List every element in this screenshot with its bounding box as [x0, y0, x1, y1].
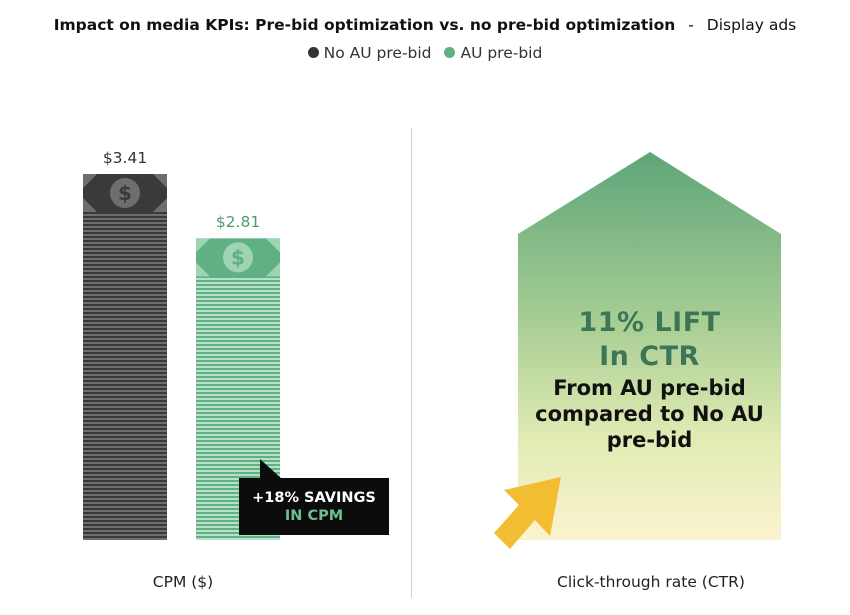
ctr-description-2: compared to No AU	[535, 402, 764, 426]
ctr-lift-value: 11% LIFT	[578, 307, 721, 338]
title-separator: -	[688, 16, 694, 34]
savings-callout: +18% SAVINGS IN CPM	[239, 478, 389, 535]
bar-value-label-no-au: $3.41	[102, 149, 148, 167]
ctr-description-1: From AU pre-bid	[553, 376, 746, 400]
bar-value-label-au: $2.81	[215, 213, 261, 232]
savings-line-1: +18% SAVINGS	[252, 490, 376, 506]
legend: No AU pre-bid AU pre-bid	[0, 44, 850, 62]
dollar-bill-icon: $	[83, 174, 167, 212]
title-main: Impact on media KPIs: Pre-bid optimizati…	[53, 16, 676, 34]
cpm-axis-label: CPM ($)	[152, 573, 214, 591]
ctr-graphic	[494, 152, 781, 549]
ctr-axis-label: Click-through rate (CTR)	[557, 573, 745, 591]
svg-text:$: $	[118, 181, 132, 205]
legend-item-au: AU pre-bid	[444, 44, 542, 62]
panel-divider	[411, 128, 412, 598]
bar-no-au	[83, 174, 167, 540]
ctr-lift-metric: In CTR	[599, 341, 700, 372]
savings-line-2: IN CPM	[284, 508, 344, 524]
cpm-chart: $$	[83, 174, 280, 540]
legend-swatch-no-au	[307, 47, 319, 58]
legend-label-au: AU pre-bid	[460, 44, 543, 62]
legend-item-no-au: No AU pre-bid	[307, 44, 432, 62]
title-subtitle: Display ads	[706, 16, 797, 34]
legend-swatch-au	[444, 47, 456, 58]
ctr-house-shape	[518, 152, 781, 540]
cursor-arrow-icon	[494, 477, 561, 549]
chart-title: Impact on media KPIs: Pre-bid optimizati…	[0, 16, 850, 34]
callout-pointer	[260, 459, 282, 479]
dollar-bill-icon: $	[196, 238, 280, 277]
ctr-description-3: pre-bid	[606, 428, 693, 452]
svg-text:$: $	[231, 245, 245, 269]
legend-label-no-au: No AU pre-bid	[323, 44, 432, 62]
